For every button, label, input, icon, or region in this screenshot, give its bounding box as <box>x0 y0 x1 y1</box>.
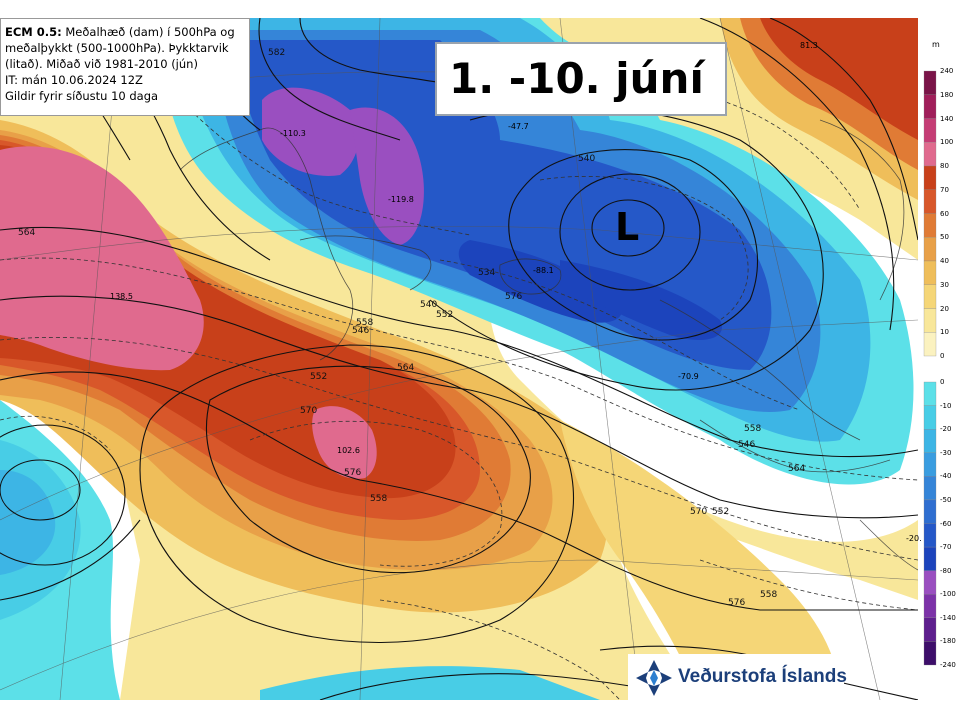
anomaly-label: -110.3 <box>280 129 306 138</box>
legend-swatch <box>923 617 937 642</box>
legend-label: 0 <box>940 378 945 386</box>
legend-swatch <box>923 429 937 453</box>
contour-label: 576 <box>505 292 523 302</box>
contour-label: 576 <box>728 598 746 608</box>
contour-label: 540 <box>578 154 596 164</box>
legend-label: -140 <box>940 613 956 622</box>
legend-label: 10 <box>940 328 949 337</box>
model-name: ECM 0.5: <box>5 25 62 39</box>
contour-label: 564 <box>788 464 806 474</box>
contour-label: 564 <box>397 363 415 373</box>
legend-swatch <box>923 94 937 119</box>
legend-swatch <box>923 546 937 571</box>
legend-swatch <box>923 237 937 262</box>
legend-swatch <box>923 452 937 477</box>
legend-label: 180 <box>940 90 954 99</box>
contour-label: 546 <box>352 326 370 336</box>
anomaly-label: -88.1 <box>533 266 554 275</box>
anomaly-label: 81.3 <box>800 41 818 50</box>
contour-label: 540 <box>420 300 438 310</box>
info-line: (litað). Miðað við 1981-2010 (jún) <box>5 57 198 71</box>
contour-label: 558 <box>760 590 778 600</box>
legend-swatch <box>923 476 937 501</box>
legend-label: -80 <box>940 566 952 575</box>
legend-swatch <box>923 641 937 666</box>
legend-label: -180 <box>940 637 956 646</box>
legend-unit: m <box>932 40 940 49</box>
legend-positive-bar <box>923 70 937 357</box>
anomaly-label: 138.5 <box>110 292 133 301</box>
legend-label: -40 <box>940 472 952 481</box>
legend-label: 140 <box>940 114 954 123</box>
legend-label: 100 <box>940 138 954 147</box>
info-line: meðalþykkt (500-1000hPa). Þykktarvik <box>5 41 229 55</box>
vedurstofa-logo: Veðurstofa Íslands <box>628 654 847 700</box>
legend-swatch <box>923 308 937 333</box>
legend-label: 40 <box>940 257 949 265</box>
legend-swatch <box>923 405 937 430</box>
legend-swatch <box>923 213 937 238</box>
contour-label: 576 <box>344 468 362 478</box>
legend-swatch <box>923 165 937 190</box>
contour-label: 534 <box>478 268 496 278</box>
legend-label: -70 <box>940 543 952 552</box>
legend-negative-bar <box>923 381 937 666</box>
legend-swatch <box>923 189 937 214</box>
contour-label: 546 <box>738 440 756 450</box>
contour-label: 558 <box>370 494 388 504</box>
legend-label: 30 <box>940 280 949 289</box>
legend-label: -30 <box>940 448 952 457</box>
legend-label: 20 <box>940 304 949 313</box>
contour-label: 552 <box>712 507 730 517</box>
legend-swatch <box>923 118 937 143</box>
legend-swatch <box>923 381 937 406</box>
legend-swatch <box>923 260 937 285</box>
legend-label: 70 <box>940 185 949 194</box>
legend-swatch <box>923 570 937 595</box>
legend-swatch <box>923 523 937 548</box>
anomaly-label: -20. <box>906 534 922 543</box>
contour-label: 558 <box>356 318 374 328</box>
legend-swatch <box>923 499 937 524</box>
low-pressure-label: L <box>615 205 640 249</box>
legend-label: -50 <box>940 495 952 504</box>
contour-label: 564 <box>18 228 36 238</box>
legend-label: 50 <box>940 233 949 242</box>
map-info-box: ECM 0.5: Meðalhæð (dam) í 500hPa og meða… <box>0 18 250 116</box>
legend-label: -10 <box>940 401 952 410</box>
info-line: Meðalhæð (dam) í 500hPa og <box>61 25 235 39</box>
info-line: IT: mán 10.06.2024 12Z <box>5 73 143 87</box>
legend-swatch <box>923 70 937 95</box>
contour-label: 552 <box>436 310 454 320</box>
contour-label: 558 <box>744 424 762 434</box>
legend-label: -60 <box>940 519 952 528</box>
info-line: Gildir fyrir síðustu 10 daga <box>5 89 159 103</box>
anomaly-label: -70.9 <box>678 372 699 381</box>
legend-swatch <box>923 142 937 167</box>
legend-swatch <box>923 332 937 357</box>
contour-label: 552 <box>310 372 328 382</box>
legend-label: 240 <box>940 67 954 75</box>
legend-swatch <box>923 594 937 618</box>
legend-swatch <box>923 284 937 309</box>
legend-label: 60 <box>940 209 949 218</box>
anomaly-label: -47.7 <box>508 122 529 131</box>
legend-label: 0 <box>940 352 945 360</box>
legend-label: 80 <box>940 162 949 170</box>
logo-text: Veðurstofa Íslands <box>678 666 847 687</box>
contour-label: 582 <box>268 48 286 58</box>
anomaly-label: -119.8 <box>388 195 414 204</box>
contour-label: 570 <box>690 507 708 517</box>
legend-label: -20 <box>940 425 952 434</box>
anomaly-label: 102.6 <box>337 446 360 455</box>
legend-label: -240 <box>940 661 956 669</box>
legend-label: -100 <box>940 590 956 599</box>
snowflake-cross-icon <box>636 660 672 696</box>
period-title: 1. -10. júní <box>435 42 727 116</box>
contour-label: 570 <box>300 406 318 416</box>
